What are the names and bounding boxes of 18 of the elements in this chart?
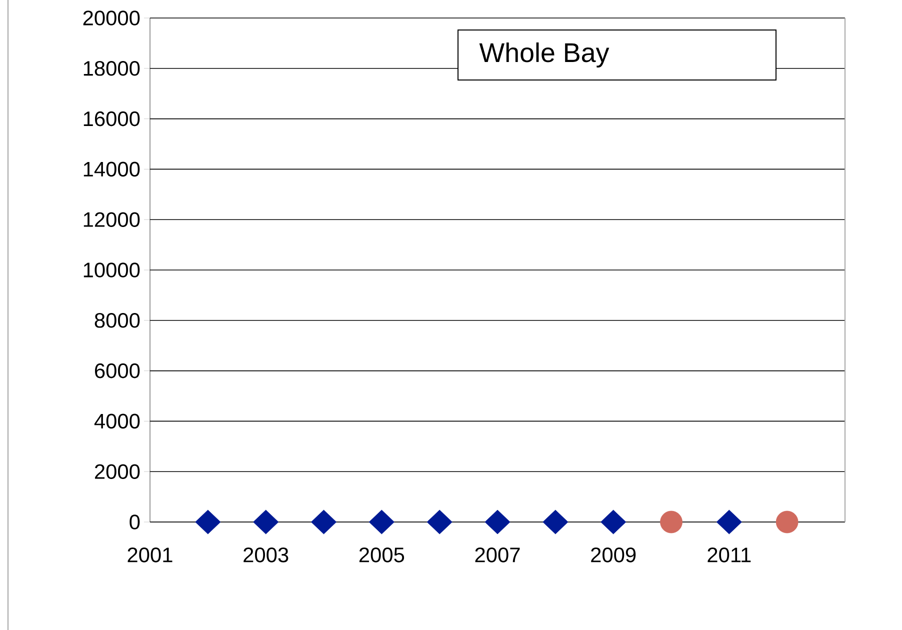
x-tick-label: 2005 <box>359 548 404 562</box>
y-tick-label: 14000 <box>84 162 140 177</box>
y-tick-label: 0 <box>130 514 140 530</box>
x-tick-label: 2007 <box>475 548 520 562</box>
x-tick-label: 2011 <box>708 548 751 562</box>
y-tick-label: 2000 <box>94 464 140 480</box>
text: Whole Bay <box>479 42 610 68</box>
y-tick-label: 12000 <box>84 212 140 227</box>
y-tick-label: 4000 <box>94 414 140 429</box>
y-tick-label: 20000 <box>83 10 140 26</box>
x-tick-label: 2003 <box>244 548 288 562</box>
y-tick-label: 18000 <box>84 60 140 76</box>
y-tick-label: 16000 <box>84 111 140 126</box>
x-tick-label: 2001 <box>128 548 172 562</box>
y-tick-label: 8000 <box>94 312 140 328</box>
x-tick-label: 2009 <box>591 548 636 562</box>
y-tick-label: 6000 <box>95 363 140 378</box>
y-tick-label: 10000 <box>84 262 140 278</box>
